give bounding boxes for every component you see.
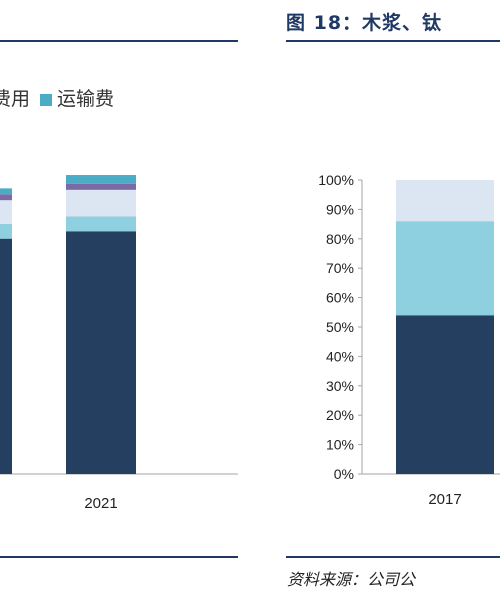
left-bar-0-seg-4 [0, 188, 12, 195]
legend: 费用 运输费 [0, 84, 114, 111]
left-top-rule [0, 40, 238, 42]
right-y-tick-8: 80% [326, 231, 354, 247]
right-y-tick-1: 10% [326, 437, 354, 453]
left-bottom-rule [0, 556, 238, 558]
right-y-tick-6: 60% [326, 290, 354, 306]
right-y-tick-10: 100% [318, 172, 354, 188]
left-bar-0-seg-2 [0, 200, 12, 224]
right-y-tick-0: 0% [334, 466, 354, 482]
right-y-tick-2: 20% [326, 407, 354, 423]
left-bar-2021-seg-4 [66, 175, 136, 184]
right-x-tick-2017: 2017 [428, 491, 461, 508]
left-bar-0-seg-1 [0, 223, 12, 239]
left-bar-0-seg-3 [0, 194, 12, 201]
legend-label-transport: 运输费 [57, 88, 115, 110]
left-chart: 02021 [0, 175, 238, 512]
left-bar-2021-seg-3 [66, 183, 136, 190]
legend-swatch-transport [40, 93, 53, 106]
left-bar-0-seg-0 [0, 238, 12, 474]
right-bar-2017-seg-0 [396, 315, 494, 474]
right-bar-2017-seg-1 [396, 221, 494, 316]
left-x-tick-2021: 2021 [84, 495, 117, 512]
right-y-tick-7: 70% [326, 260, 354, 276]
right-y-tick-4: 40% [326, 348, 354, 364]
right-top-rule [286, 40, 500, 42]
right-bar-2017-seg-2 [396, 180, 494, 222]
source-note: 资料来源：公司公 [287, 570, 416, 589]
right-y-tick-5: 50% [326, 319, 354, 335]
right-chart: 0% 10% 20% 30% 40% 50% 60% 70% 80% 90% 100% 2017 [318, 172, 500, 508]
right-bottom-rule [286, 556, 500, 558]
left-bar-2021-seg-2 [66, 189, 136, 217]
left-bar-2021-seg-1 [66, 216, 136, 232]
left-bar-2021-seg-0 [66, 231, 136, 474]
legend-partial-label: 费用 [0, 88, 31, 110]
right-y-tick-9: 90% [326, 201, 354, 217]
figure-title: 图 18：木浆、钛 [286, 12, 443, 34]
right-y-tick-3: 30% [326, 378, 354, 394]
